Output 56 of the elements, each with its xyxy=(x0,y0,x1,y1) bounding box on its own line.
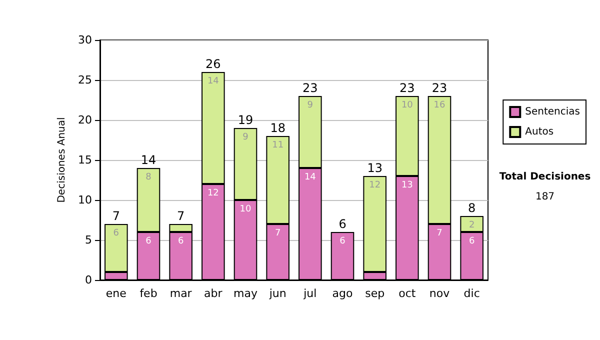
x-tick-label: mar xyxy=(170,287,192,300)
data-label: 2 xyxy=(468,220,475,230)
data-label: 16 xyxy=(434,100,446,110)
y-tick-label: 5 xyxy=(85,234,92,246)
data-label: 14 xyxy=(207,76,220,86)
legend-label: Autos xyxy=(525,126,554,138)
y-tick-label: 10 xyxy=(78,194,92,206)
data-label: 10 xyxy=(240,204,252,214)
data-label: 6 xyxy=(340,236,346,246)
total-label: 26 xyxy=(206,57,221,71)
x-tick-label: jul xyxy=(302,287,317,300)
total-label: 6 xyxy=(338,217,346,231)
x-tick-label: dic xyxy=(464,287,480,300)
data-label: 6 xyxy=(178,236,184,246)
total-label: 7 xyxy=(177,209,185,223)
data-label: 6 xyxy=(146,236,152,246)
total-label: 23 xyxy=(302,81,318,95)
data-label: 12 xyxy=(207,188,219,198)
total-label: 23 xyxy=(432,81,448,95)
data-label: 7 xyxy=(436,228,442,238)
total-label: 23 xyxy=(400,81,415,95)
total-label: 18 xyxy=(270,121,286,135)
x-tick-label: jun xyxy=(268,287,286,300)
data-label: 8 xyxy=(146,172,152,182)
y-tick-label: 20 xyxy=(78,114,92,126)
total-label: 8 xyxy=(468,201,476,215)
data-label: 10 xyxy=(401,100,414,110)
y-axis-title: Decisiones Anual xyxy=(56,117,68,203)
total-label: 14 xyxy=(140,153,156,167)
y-tick-label: 25 xyxy=(78,74,92,86)
data-label: 9 xyxy=(307,100,314,110)
text: Total Decisiones xyxy=(499,172,591,182)
total-label: 7 xyxy=(112,209,120,223)
legend-label: Sentencias xyxy=(525,106,580,118)
total-label: 19 xyxy=(238,113,254,127)
data-label: 7 xyxy=(274,228,281,238)
x-tick-label: abr xyxy=(204,287,223,300)
x-tick-label: nov xyxy=(429,287,450,300)
y-tick-label: 15 xyxy=(78,154,92,166)
text: 187 xyxy=(535,192,555,202)
x-tick-label: feb xyxy=(140,287,158,300)
data-label: 11 xyxy=(272,140,284,150)
x-tick-label: ago xyxy=(332,287,353,300)
data-label: 6 xyxy=(113,228,120,238)
total-label: 13 xyxy=(367,161,382,175)
x-tick-label: sep xyxy=(365,287,385,300)
data-label: 6 xyxy=(468,236,475,246)
x-tick-label: oct xyxy=(398,287,416,300)
y-tick-label: 30 xyxy=(78,34,92,46)
data-label: 12 xyxy=(369,180,381,190)
data-label: 13 xyxy=(401,180,413,190)
data-label: 14 xyxy=(304,172,316,182)
data-label: 9 xyxy=(242,132,249,142)
x-tick-label: ene xyxy=(106,287,127,300)
x-tick-label: may xyxy=(234,287,258,300)
y-tick-label: 0 xyxy=(85,274,92,286)
